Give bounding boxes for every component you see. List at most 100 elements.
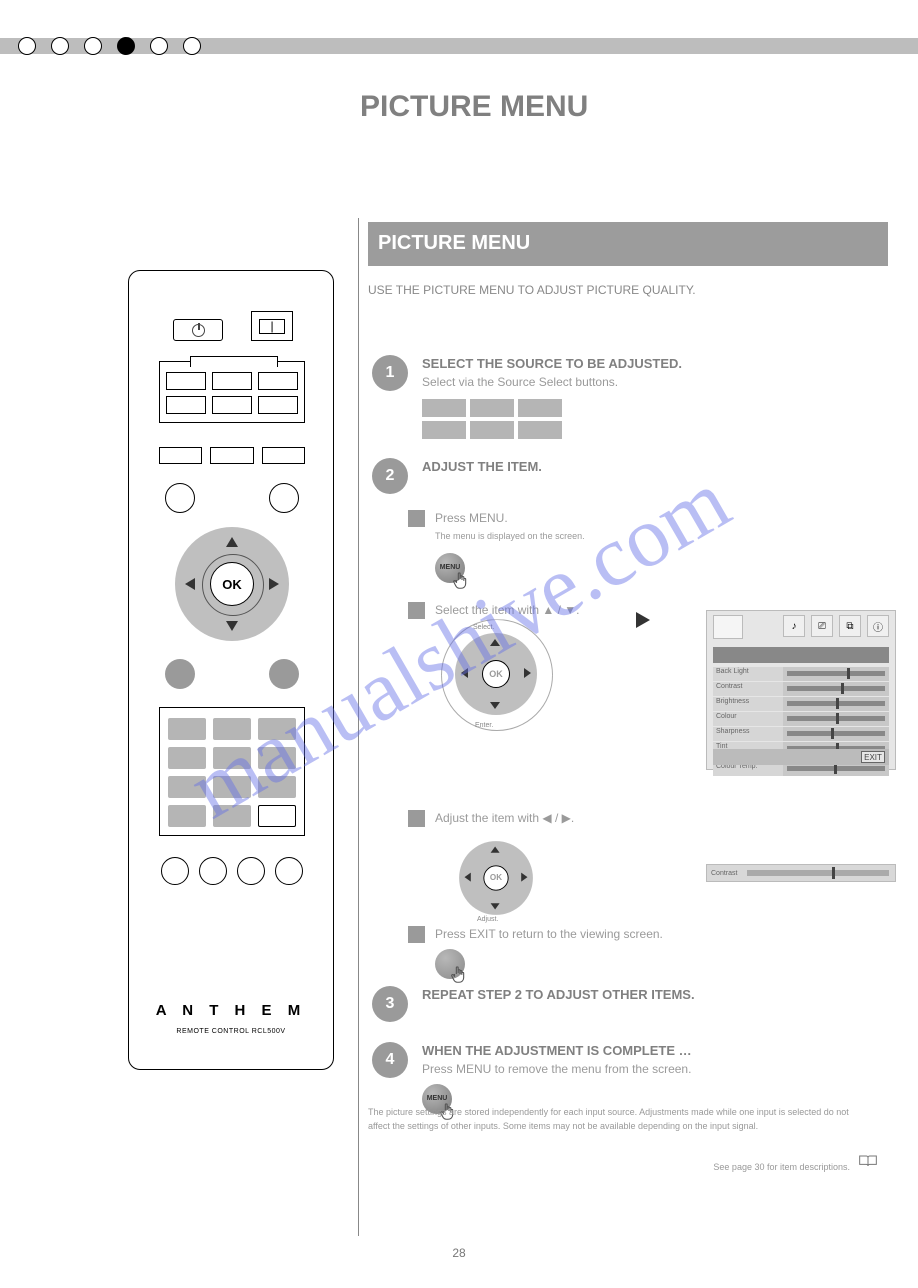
step-2d: Press EXIT to return to the viewing scre…: [408, 926, 785, 989]
power-on-button: |: [251, 311, 293, 341]
substep-marker: [408, 510, 425, 527]
down-arrow-icon: [491, 904, 500, 910]
remote-control-figure: | OK: [128, 270, 334, 1070]
substep-marker: [408, 926, 425, 943]
progress-dot: [18, 37, 36, 55]
step-body: Select via the Source Select buttons.: [422, 375, 618, 389]
color-button-row: [159, 857, 305, 885]
section-title: PICTURE MENU: [378, 232, 530, 255]
osd-slider-figure: Contrast: [706, 864, 896, 882]
page-number: 28: [452, 1246, 465, 1260]
dpad-figure: OK: [459, 841, 533, 915]
substep-text: Press EXIT to return to the viewing scre…: [435, 927, 663, 941]
hand-pointer-icon: [449, 963, 471, 985]
osd-item-label: Sharpness: [713, 727, 783, 741]
dpad-label-select: Select.: [473, 623, 494, 633]
step-3: 3 REPEAT STEP 2 TO ADJUST OTHER ITEMS.: [372, 986, 695, 1022]
aux-button-row: [159, 447, 305, 464]
osd-item-label: Colour: [713, 712, 783, 726]
dpad: OK: [175, 527, 289, 641]
step-2c: Adjust the item with ◀ / ▶. OK Adjust.: [408, 810, 655, 907]
aux-button: [159, 447, 202, 464]
osd-item-label: Back Light: [713, 667, 783, 681]
source-buttons-figure: [422, 399, 682, 439]
down-arrow-icon: [490, 702, 500, 709]
source-select-group: [159, 361, 305, 423]
footnote: The picture settings are stored independ…: [368, 1106, 868, 1133]
right-arrow-icon: [524, 668, 531, 678]
color-button: [161, 857, 189, 885]
keypad-button: [168, 805, 206, 827]
source-button: [212, 372, 252, 390]
right-arrow-icon: [269, 578, 279, 590]
section-intro: USE THE PICTURE MENU TO ADJUST PICTURE Q…: [368, 282, 868, 299]
step-body: Press MENU to remove the menu from the s…: [422, 1062, 691, 1076]
progress-indicator: [18, 38, 201, 54]
column-divider: [358, 218, 359, 1236]
osd-tab-icon: ♪: [783, 615, 805, 637]
osd-item-label: Brightness: [713, 697, 783, 711]
substep-text: Select the item with ▲ / ▼.: [435, 603, 579, 617]
color-button: [199, 857, 227, 885]
up-arrow-icon: [491, 847, 500, 853]
right-arrow-icon: [521, 873, 527, 882]
hand-pointer-icon: [451, 569, 473, 591]
step-2a: Press MENU. The menu is displayed on the…: [408, 510, 655, 593]
dpad-label-adjust: Adjust.: [477, 915, 498, 925]
remote-brand: A N T H E M: [129, 1002, 333, 1019]
color-button: [237, 857, 265, 885]
numeric-keypad: [159, 707, 305, 836]
ok-button-small: OK: [483, 866, 508, 891]
power-icon: [192, 324, 205, 337]
remote-model: REMOTE CONTROL RCL500V: [129, 1028, 333, 1035]
page-heading: PICTURE MENU: [360, 90, 588, 124]
left-arrow-icon: [465, 873, 471, 882]
progress-dot: [150, 37, 168, 55]
menu-exit-row: [165, 659, 299, 689]
arrow-right-icon: [636, 612, 650, 628]
substep-marker: [408, 602, 425, 619]
color-button: [275, 857, 303, 885]
step-heading: ADJUST THE ITEM.: [422, 459, 542, 474]
exit-button: [269, 659, 299, 689]
dpad-label-enter: Enter.: [475, 721, 493, 731]
source-button: [166, 396, 206, 414]
round-button: [269, 483, 299, 513]
standby-button: [173, 319, 223, 341]
keypad-button: [213, 747, 251, 769]
step-heading: WHEN THE ADJUSTMENT IS COMPLETE …: [422, 1043, 692, 1058]
step-1: 1 SELECT THE SOURCE TO BE ADJUSTED. Sele…: [372, 355, 682, 439]
ok-button: OK: [210, 562, 254, 606]
left-arrow-icon: [185, 578, 195, 590]
osd-tab-icon: ⎚: [811, 615, 833, 637]
osd-exit-icon: EXIT: [861, 751, 885, 763]
step-number-badge: 3: [372, 986, 408, 1022]
osd-title-bar: [713, 647, 889, 663]
substep-text: Press MENU.: [435, 511, 508, 525]
step-2: 2 ADJUST THE ITEM.: [372, 458, 542, 494]
reference-text: See page 30 for item descriptions.: [713, 1162, 850, 1172]
substep-marker: [408, 810, 425, 827]
aux-button: [210, 447, 253, 464]
keypad-button: [213, 776, 251, 798]
source-button: [166, 372, 206, 390]
step-number-badge: 1: [372, 355, 408, 391]
menu-button: [165, 659, 195, 689]
progress-dot-active: [117, 37, 135, 55]
osd-tab-icon: ⧉: [839, 615, 861, 637]
keypad-button: [258, 747, 296, 769]
osd-menu-figure: ♪ ⎚ ⧉ ⓘ Back Light Contrast Brightness C…: [706, 610, 896, 770]
substep-text: Adjust the item with ◀ / ▶.: [435, 811, 574, 825]
progress-dot: [84, 37, 102, 55]
keypad-button: [168, 776, 206, 798]
osd-tab-icon: [713, 615, 743, 639]
book-icon: [858, 1154, 878, 1168]
ok-button-small: OK: [482, 660, 510, 688]
keypad-button: [168, 747, 206, 769]
down-arrow-icon: [226, 621, 238, 631]
aux-button: [262, 447, 305, 464]
source-button: [258, 372, 298, 390]
step-number-badge: 4: [372, 1042, 408, 1078]
up-arrow-icon: [226, 537, 238, 547]
keypad-button: [168, 718, 206, 740]
